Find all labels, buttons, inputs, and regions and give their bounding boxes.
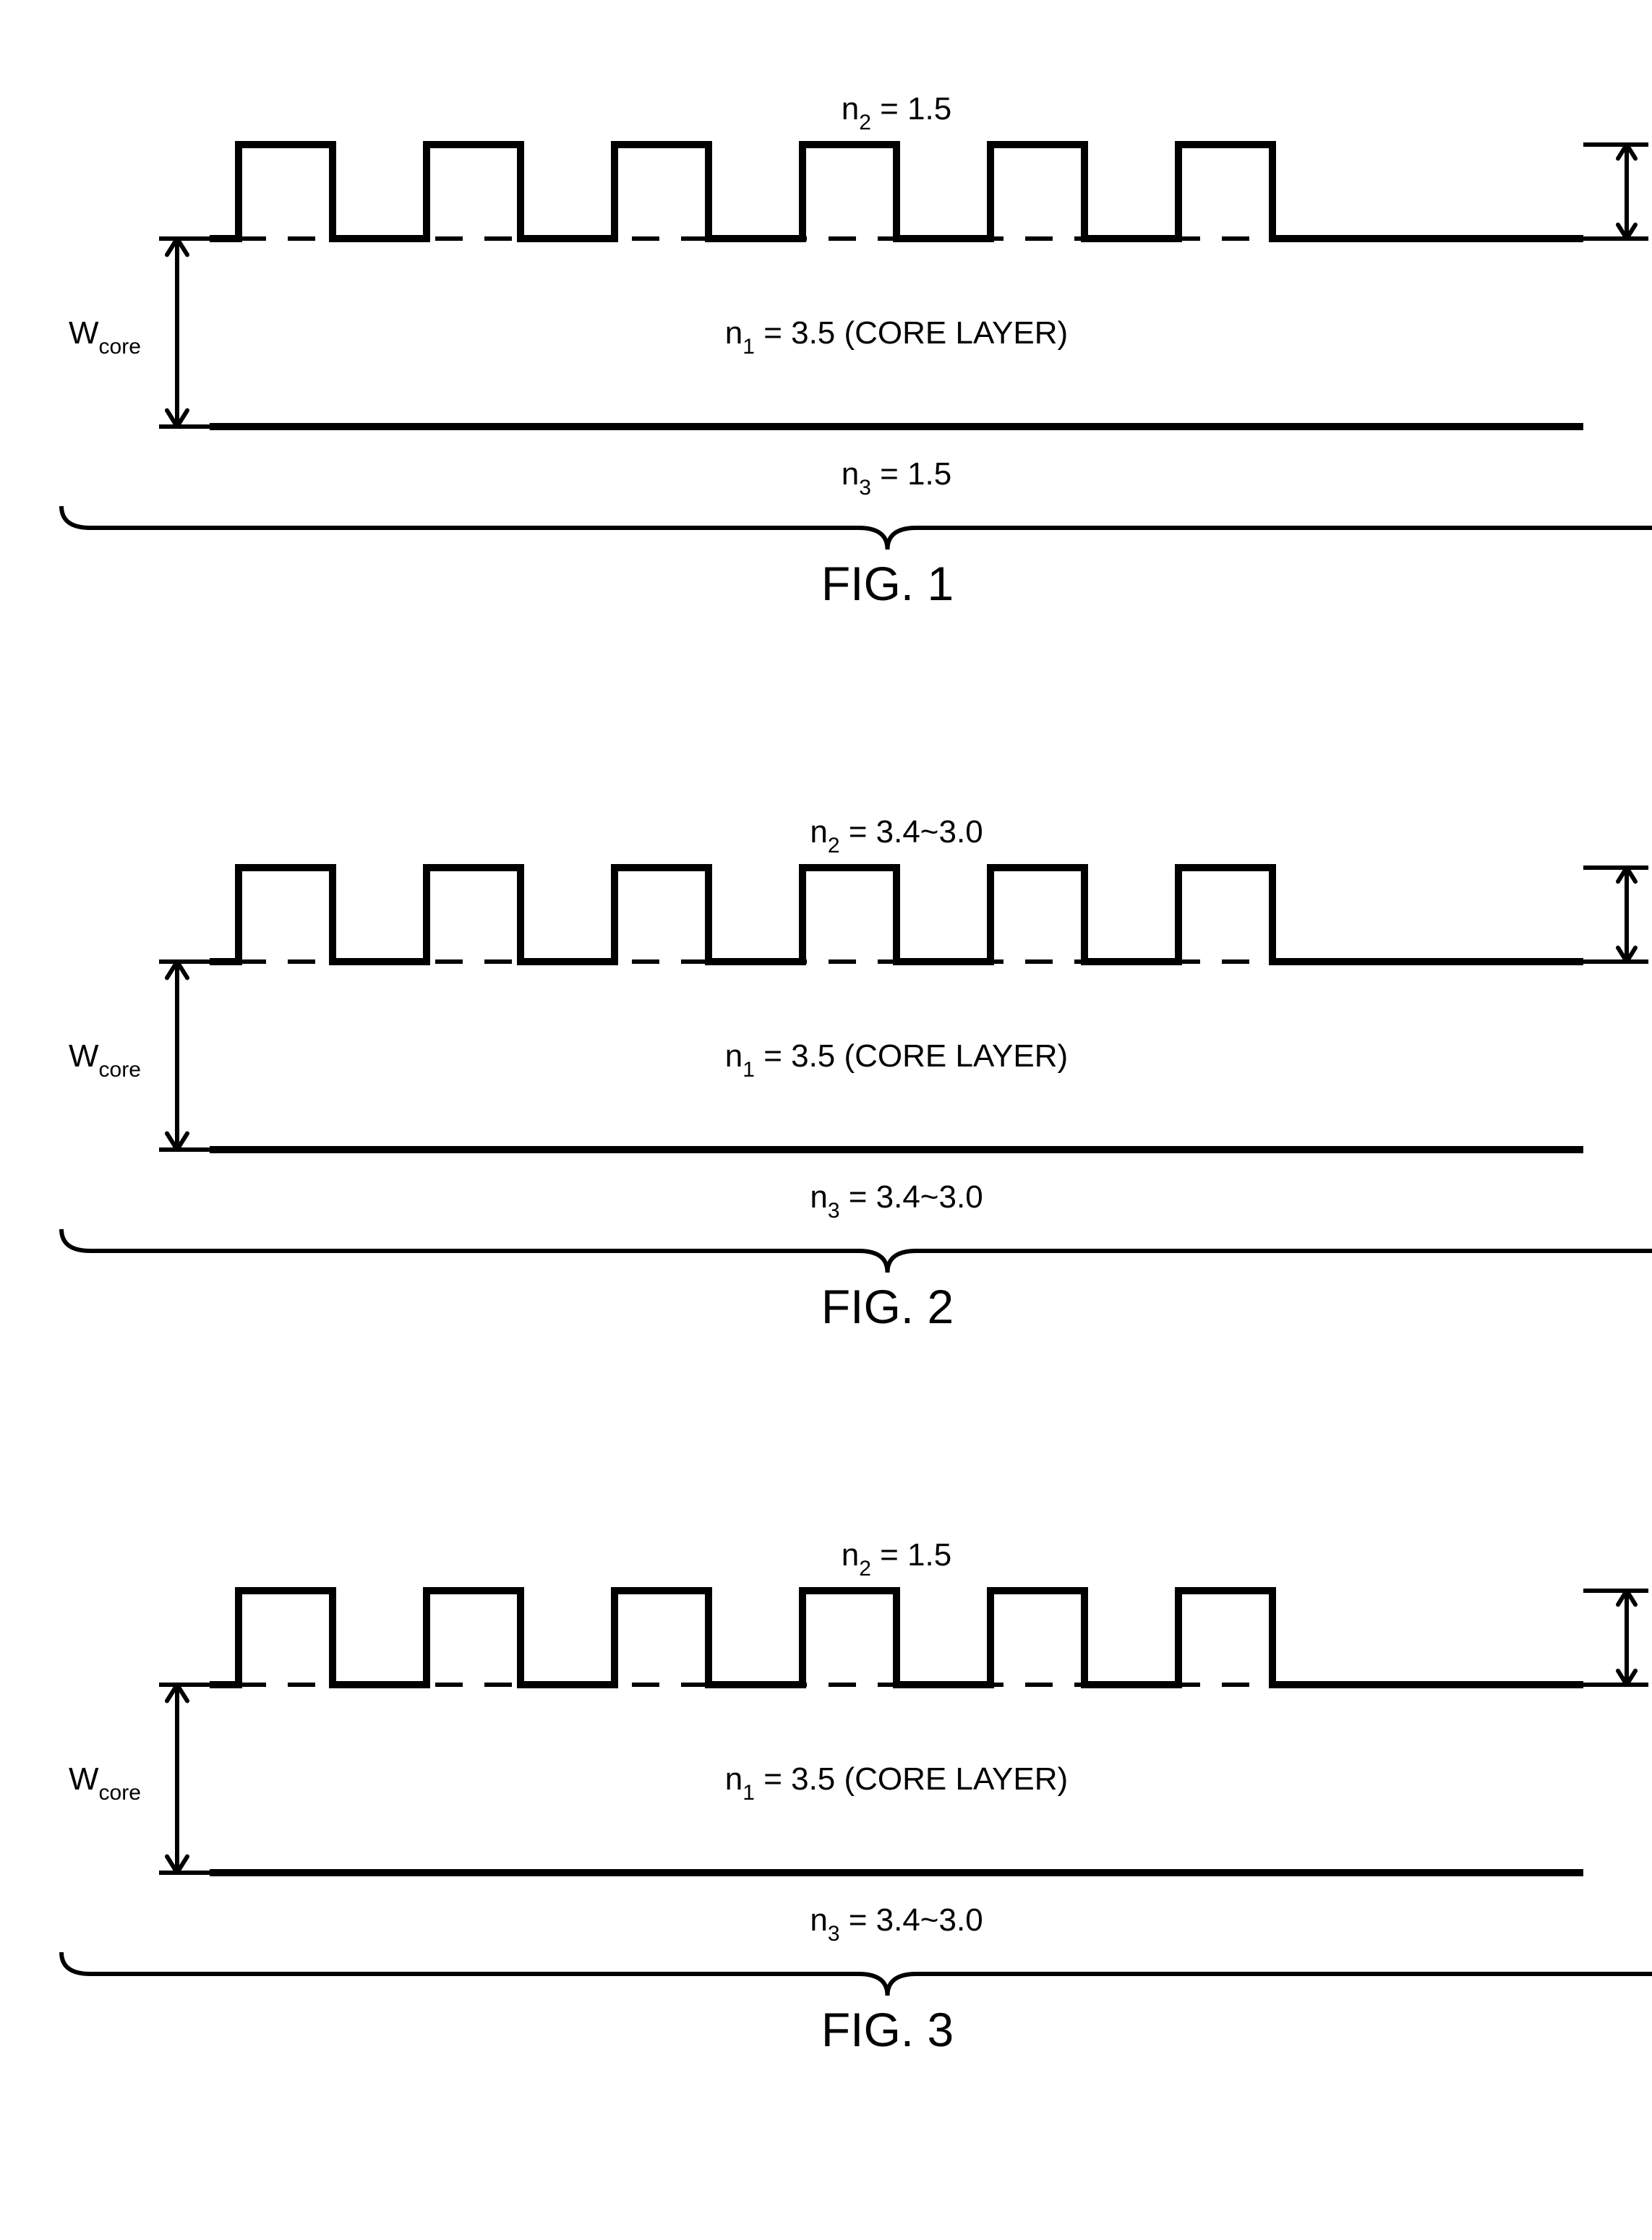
diagram-canvas: WgWcoren2 = 1.5n1 = 3.5 (CORE LAYER)n3 =…: [0, 0, 1652, 2240]
wcore-label: Wcore: [69, 1761, 141, 1805]
grating-profile: [210, 145, 1583, 239]
wcore-label: Wcore: [69, 1038, 141, 1082]
figure-caption: FIG. 1: [821, 557, 954, 610]
n3-label: n3 = 3.4~3.0: [810, 1902, 983, 1946]
n2-label: n2 = 1.5: [842, 1537, 951, 1581]
figure-caption: FIG. 2: [821, 1280, 954, 1333]
bottom-brace: [61, 1229, 1652, 1273]
bottom-brace: [61, 506, 1652, 550]
n2-label: n2 = 1.5: [842, 91, 951, 134]
n3-label: n3 = 1.5: [842, 456, 951, 500]
wcore-ticks: [159, 239, 210, 427]
wcore-ticks: [159, 1685, 210, 1873]
wg-ticks: [1583, 145, 1648, 239]
figure-caption: FIG. 3: [821, 2003, 954, 2056]
fig1: WgWcoren2 = 1.5n1 = 3.5 (CORE LAYER)n3 =…: [61, 91, 1652, 610]
n2-label: n2 = 3.4~3.0: [810, 814, 983, 858]
page: WgWcoren2 = 1.5n1 = 3.5 (CORE LAYER)n3 =…: [0, 0, 1652, 2240]
bottom-brace: [61, 1952, 1652, 1996]
grating-profile: [210, 868, 1583, 962]
n3-label: n3 = 3.4~3.0: [810, 1179, 983, 1223]
wcore-label: Wcore: [69, 315, 141, 359]
fig3: WgWcoren2 = 1.5n1 = 3.5 (CORE LAYER)n3 =…: [61, 1537, 1652, 2056]
wcore-ticks: [159, 962, 210, 1150]
n1-label: n1 = 3.5 (CORE LAYER): [725, 315, 1068, 359]
fig2: WgWcoren2 = 3.4~3.0n1 = 3.5 (CORE LAYER)…: [61, 814, 1652, 1333]
n1-label: n1 = 3.5 (CORE LAYER): [725, 1761, 1068, 1805]
grating-profile: [210, 1591, 1583, 1685]
wg-ticks: [1583, 868, 1648, 962]
n1-label: n1 = 3.5 (CORE LAYER): [725, 1038, 1068, 1082]
wg-ticks: [1583, 1591, 1648, 1685]
